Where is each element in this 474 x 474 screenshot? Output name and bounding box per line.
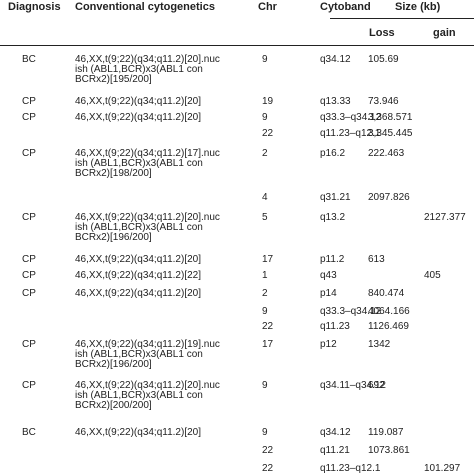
header-cytoband: Cytoband: [320, 1, 371, 13]
cell-cytoband: q11.23–q12.1: [320, 463, 381, 474]
cell-cytoband: q31.21: [320, 192, 351, 203]
cell-chr: 22: [262, 445, 274, 456]
cell-chr: 22: [262, 321, 274, 332]
cell-diagnosis: CP: [22, 380, 36, 391]
cell-loss: 1342: [368, 339, 391, 350]
cell-cytogenetics: 46,XX,t(9;22)(q34;q11.2)[19].nuc ish (AB…: [75, 339, 220, 370]
cell-chr: 17: [262, 339, 274, 350]
cell-chr: 9: [262, 54, 268, 65]
cell-chr: 22: [262, 128, 274, 139]
cell-cytoband: q34.12: [320, 54, 351, 65]
size-subheader-rule: [330, 18, 474, 19]
cell-loss: 4064.166: [368, 306, 410, 317]
cell-chr: 17: [262, 254, 274, 265]
cell-diagnosis: CP: [22, 339, 36, 350]
cell-cytoband: q34.11–q34.12: [320, 380, 386, 391]
cell-loss: 1073.861: [368, 445, 410, 456]
cell-cytoband: p16.2: [320, 148, 346, 159]
cell-chr: 5: [262, 212, 268, 223]
cell-chr: 2: [262, 148, 268, 159]
cell-cytoband: q11.23: [320, 321, 350, 332]
cell-gain: 101.297: [424, 463, 461, 474]
cell-chr: 1: [262, 270, 268, 281]
header-cytogenetics: Conventional cytogenetics: [75, 1, 215, 13]
cell-chr: 9: [262, 306, 268, 317]
cell-cytoband: q11.21: [320, 445, 350, 456]
cell-gain: 405: [424, 270, 441, 281]
cell-diagnosis: CP: [22, 288, 36, 299]
cell-diagnosis: CP: [22, 112, 36, 123]
cell-cytogenetics: 46,XX,t(9;22)(q34;q11.2)[20].nuc ish (AB…: [75, 54, 220, 85]
cell-diagnosis: BC: [22, 54, 36, 65]
cell-cytogenetics: 46,XX,t(9;22)(q34;q11.2)[20].nuc ish (AB…: [75, 380, 220, 411]
cell-loss: 1126.469: [368, 321, 409, 332]
header-loss: Loss: [369, 27, 395, 39]
cell-cytoband: q33.3–q34.12: [320, 112, 382, 123]
header-size: Size (kb): [395, 1, 441, 13]
cell-diagnosis: CP: [22, 254, 36, 265]
cell-diagnosis: CP: [22, 212, 36, 223]
cell-chr: 9: [262, 380, 268, 391]
cell-cytogenetics: 46,XX,t(9;22)(q34;q11.2)[22]: [75, 270, 202, 281]
cell-cytogenetics: 46,XX,t(9;22)(q34;q11.2)[20]: [75, 288, 202, 299]
cell-cytogenetics: 46,XX,t(9;22)(q34;q11.2)[20]: [75, 254, 202, 265]
cell-loss: 3,368.571: [368, 112, 413, 123]
cell-cytogenetics: 46,XX,t(9;22)(q34;q11.2)[17].nuc ish (AB…: [75, 148, 220, 179]
cell-loss: 3,345.445: [368, 128, 413, 139]
cell-gain: 2127.377: [424, 212, 466, 223]
cell-cytoband: q34.12: [320, 427, 351, 438]
cell-cytoband: q11.23–q12.1: [320, 128, 381, 139]
cell-cytoband: p12: [320, 339, 337, 350]
cell-diagnosis: CP: [22, 270, 36, 281]
cell-loss: 692: [368, 380, 385, 391]
cell-cytoband: q43: [320, 270, 337, 281]
cell-chr: 9: [262, 427, 268, 438]
cell-loss: 119.087: [368, 427, 404, 438]
cell-loss: 222.463: [368, 148, 405, 159]
cell-chr: 19: [262, 96, 274, 107]
cell-loss: 840.474: [368, 288, 405, 299]
cell-cytogenetics: 46,XX,t(9;22)(q34;q11.2)[20]: [75, 96, 202, 107]
cell-cytoband: p11.2: [320, 254, 345, 265]
cell-diagnosis: CP: [22, 96, 36, 107]
cell-chr: 4: [262, 192, 268, 203]
cell-chr: 22: [262, 463, 274, 474]
cell-loss: 73.946: [368, 96, 399, 107]
header-gain: gain: [433, 27, 456, 39]
cell-cytogenetics: 46,XX,t(9;22)(q34;q11.2)[20]: [75, 427, 202, 438]
cell-chr: 9: [262, 112, 268, 123]
cell-cytoband: q13.2: [320, 212, 346, 223]
header-bottom-rule: [0, 45, 474, 46]
cell-diagnosis: CP: [22, 148, 36, 159]
cell-cytoband: q13.33: [320, 96, 351, 107]
cell-loss: 105.69: [368, 54, 399, 65]
cell-cytogenetics: 46,XX,t(9;22)(q34;q11.2)[20]: [75, 112, 202, 123]
header-chr: Chr: [258, 1, 277, 13]
cell-cytoband: p14: [320, 288, 337, 299]
cell-cytogenetics: 46,XX,t(9;22)(q34;q11.2)[20].nuc ish (AB…: [75, 212, 220, 243]
cell-cytoband: q33.3–q34.12: [320, 306, 382, 317]
cell-loss: 2097.826: [368, 192, 410, 203]
header-diagnosis: Diagnosis: [8, 1, 61, 13]
cell-loss: 613: [368, 254, 385, 265]
cell-chr: 2: [262, 288, 268, 299]
cell-diagnosis: BC: [22, 427, 36, 438]
